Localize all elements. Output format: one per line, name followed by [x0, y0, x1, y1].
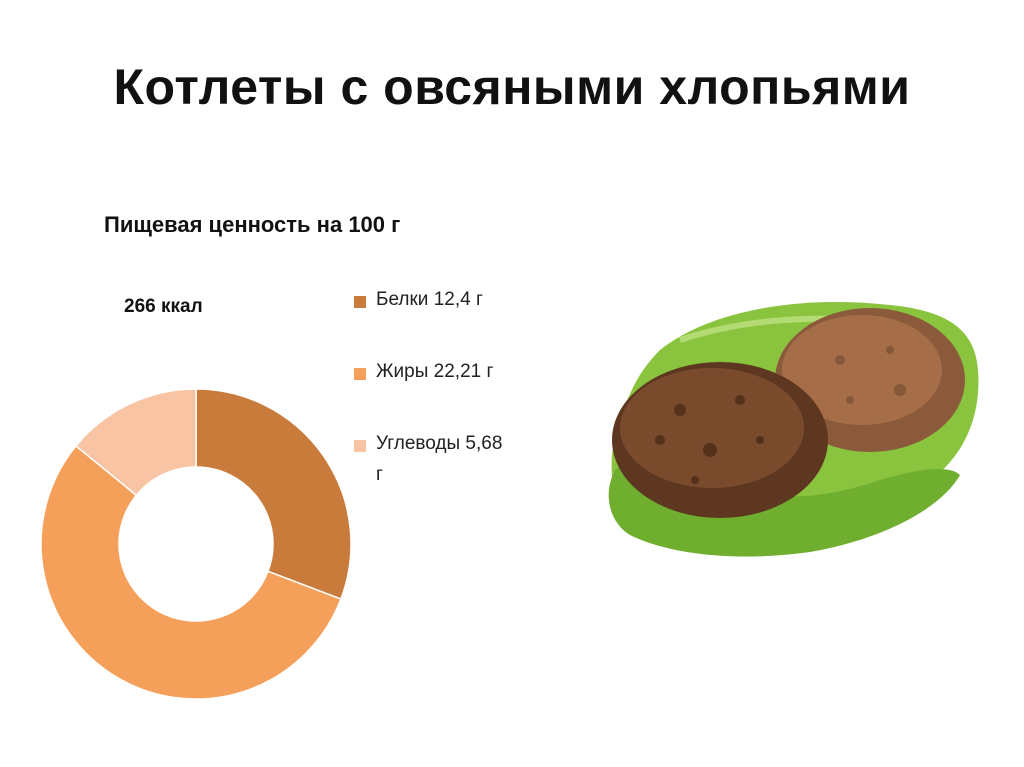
- legend-item-protein: Белки 12,4 г: [354, 289, 483, 315]
- crust-texture-back: [835, 346, 906, 404]
- legend-label-fat: Жиры 22,21 г: [376, 361, 494, 382]
- slice-carbs: [74, 388, 197, 497]
- slide-title: Котлеты с овсяными хлопьями: [113, 59, 911, 115]
- fried-cutlets-on-lettuce-photo: [608, 302, 979, 557]
- cutlet-back-top: [782, 315, 942, 425]
- chart-title: Пищевая ценность на 100 г: [104, 212, 401, 237]
- slice-protein: [195, 388, 352, 601]
- legend-item-fat: Жиры 22,21 г: [354, 361, 493, 387]
- slice-fat: [40, 444, 342, 700]
- calories-label: 266 ккал: [124, 296, 203, 317]
- legend-label-carbs: Углеводы 5,68 г: [376, 433, 503, 485]
- legend-label-protein: Белки 12,4 г: [376, 289, 483, 310]
- legend-item-carbs: Углеводы 5,68 г: [354, 433, 504, 490]
- crust-texture: [655, 395, 764, 484]
- legend-swatch-carbs: [354, 440, 366, 452]
- cutlet-front-top: [620, 368, 804, 488]
- legend-swatch-protein: [354, 296, 366, 308]
- legend-swatch-fat: [354, 368, 366, 380]
